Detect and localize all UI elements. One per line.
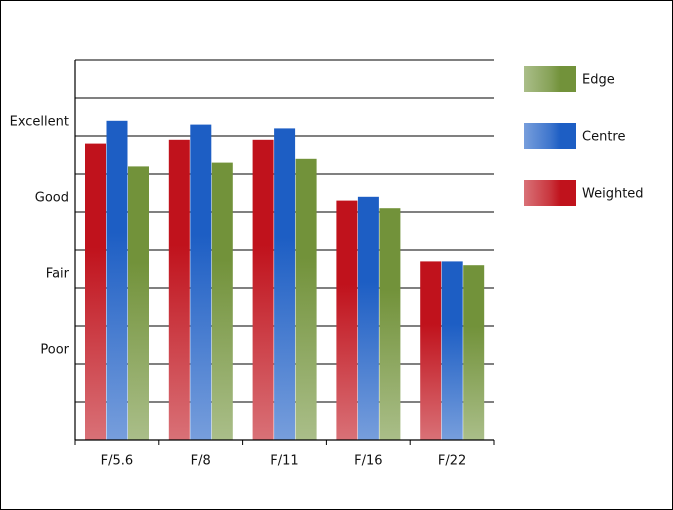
x-tick-label: F/22 — [438, 454, 466, 469]
legend-label: Edge — [582, 73, 615, 88]
legend-swatch — [524, 66, 576, 92]
bar — [106, 120, 128, 441]
legend-label: Centre — [582, 130, 625, 145]
legend-swatch — [524, 180, 576, 206]
bar — [463, 265, 485, 440]
bar — [128, 166, 149, 440]
bar — [252, 139, 274, 441]
x-tick-label: F/8 — [191, 454, 211, 469]
bar — [85, 143, 106, 440]
y-tick-label: Fair — [46, 267, 70, 282]
legend-swatch — [524, 123, 576, 149]
x-tick-label: F/16 — [354, 454, 382, 469]
y-tick-label: Poor — [40, 343, 69, 358]
bar — [190, 124, 212, 440]
bar — [274, 128, 296, 440]
bar — [379, 208, 401, 440]
bar — [420, 261, 442, 440]
bar — [211, 162, 233, 440]
y-tick-label: Good — [35, 191, 69, 206]
x-tick-label: F/11 — [270, 454, 298, 469]
x-tick-label: F/5.6 — [101, 454, 134, 469]
bar — [357, 196, 379, 440]
bar — [336, 200, 358, 440]
bar — [295, 158, 317, 441]
bar — [168, 139, 190, 441]
bar — [441, 261, 463, 440]
legend-label: Weighted — [582, 187, 644, 202]
y-tick-label: Excellent — [10, 115, 69, 130]
